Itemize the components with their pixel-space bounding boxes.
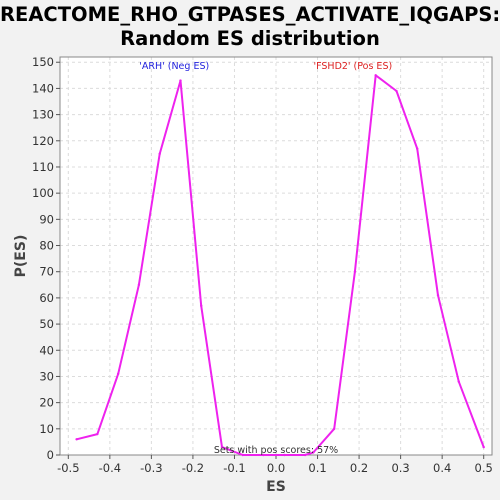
y-tick-label: 120 [32, 134, 54, 148]
x-tick-label: 0.2 [350, 461, 368, 475]
data-point [75, 438, 78, 441]
x-tick-label: 0.3 [391, 461, 409, 475]
data-point [241, 453, 244, 457]
y-axis-title: P(ES) [13, 235, 29, 278]
y-tick-label: 70 [39, 265, 54, 279]
y-tick-label: 130 [32, 108, 54, 122]
x-tick-label: 0.4 [433, 461, 451, 475]
x-tick-label: -0.3 [140, 461, 162, 475]
x-tick-label: -0.1 [223, 461, 245, 475]
x-tick-label: -0.4 [99, 461, 121, 475]
chart-annotation: 'FSHD2' (Pos ES) [313, 61, 392, 72]
chart-annotation: Sets with pos scores: 57% [214, 445, 338, 456]
y-tick-label: 50 [39, 317, 54, 331]
y-tick-label: 30 [39, 369, 54, 383]
x-tick-label: -0.5 [57, 461, 79, 475]
y-tick-label: 60 [39, 291, 54, 305]
x-tick-label: -0.2 [182, 461, 204, 475]
data-point [353, 270, 357, 273]
data-point [116, 372, 120, 376]
data-point [96, 432, 99, 436]
data-point [457, 380, 460, 383]
data-point [179, 79, 182, 82]
y-tick-label: 0 [47, 448, 54, 462]
x-tick-label: 0.1 [308, 461, 326, 475]
chart-annotation: 'ARH' (Neg ES) [139, 61, 209, 72]
data-point [416, 147, 419, 150]
y-tick-label: 40 [39, 343, 54, 357]
data-point [482, 445, 485, 449]
x-tick-label: 0.0 [267, 461, 285, 475]
y-tick-label: 110 [32, 160, 54, 174]
y-tick-label: 80 [39, 239, 54, 253]
data-point [262, 453, 265, 457]
data-point [283, 453, 286, 457]
data-point [332, 427, 336, 431]
y-tick-label: 100 [32, 186, 54, 200]
y-tick-label: 90 [39, 212, 54, 226]
data-point [374, 74, 377, 77]
y-tick-label: 10 [39, 422, 54, 436]
data-point [436, 294, 440, 297]
data-point [158, 152, 161, 156]
data-point [137, 283, 141, 287]
y-tick-label: 150 [32, 55, 54, 69]
y-tick-label: 140 [32, 81, 54, 95]
data-point [312, 451, 315, 454]
data-point [220, 445, 224, 449]
chart-title-line-1: REACTOME_RHO_GTPASES_ACTIVATE_IQGAPS: [0, 3, 500, 26]
data-point [200, 304, 203, 307]
y-tick-label: 20 [39, 396, 54, 410]
data-point [395, 89, 398, 93]
x-tick-label: 0.5 [475, 461, 493, 475]
x-axis-title: ES [266, 479, 286, 495]
chart-title-line-2: Random ES distribution [120, 27, 380, 50]
data-point [303, 453, 307, 457]
